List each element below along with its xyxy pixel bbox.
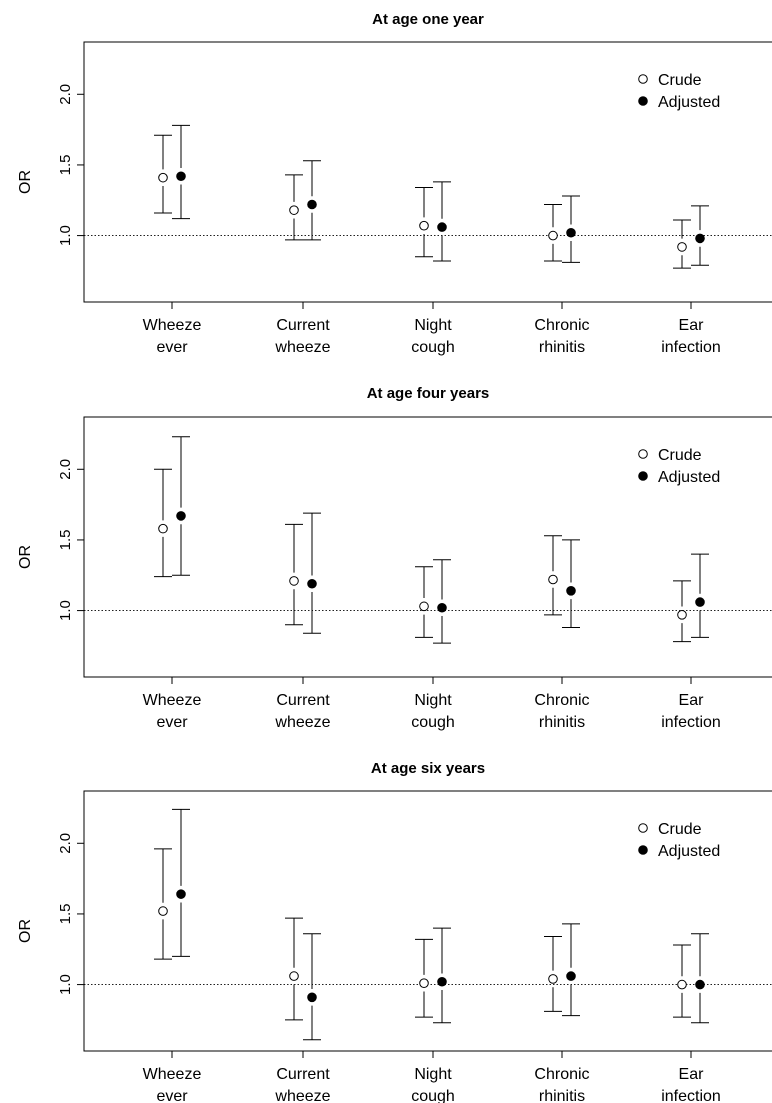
x-tick-label: infection <box>661 1088 721 1103</box>
data-point-crude <box>419 978 429 988</box>
x-tick-label: Chronic <box>534 1066 589 1083</box>
legend-marker-adjusted <box>638 471 648 481</box>
chart-title: At age six years <box>371 760 485 777</box>
y-tick-label: 1.0 <box>57 225 74 246</box>
data-point-adjusted <box>437 222 447 232</box>
y-tick-label: 2.0 <box>57 84 74 105</box>
data-point-crude <box>419 601 429 612</box>
x-tick-label: ever <box>156 714 188 731</box>
data-point-adjusted <box>566 227 576 238</box>
data-point-crude <box>677 610 687 620</box>
data-point-adjusted <box>176 171 186 182</box>
legend-label-crude: Crude <box>658 72 702 89</box>
data-point-adjusted <box>695 597 705 607</box>
x-tick-label: Wheeze <box>143 692 202 709</box>
x-tick-label: Current <box>276 317 330 334</box>
x-tick-label: wheeze <box>274 339 330 356</box>
data-point-adjusted <box>437 602 447 613</box>
legend-marker-crude <box>638 449 648 459</box>
data-point-adjusted <box>695 233 705 244</box>
x-tick-label: Night <box>414 1066 452 1083</box>
plot-frame <box>83 41 772 303</box>
x-tick-label: Wheeze <box>143 1066 202 1083</box>
legend-label-adjusted: Adjusted <box>658 469 720 486</box>
data-point-crude <box>158 523 168 534</box>
x-tick-label: Ear <box>679 692 705 709</box>
x-tick-label: Ear <box>679 1066 705 1083</box>
x-tick-label: Current <box>276 692 330 709</box>
data-point-adjusted <box>566 586 576 596</box>
legend-marker-crude <box>638 74 648 84</box>
data-point-adjusted <box>176 511 186 521</box>
chart-panel-1: At age one year 1.0 1.5 2.0 OR Wheeze ever Curr… <box>17 11 772 356</box>
y-axis-label: OR <box>17 545 34 569</box>
x-tick-label: rhinitis <box>539 1088 585 1103</box>
x-tick-label: Night <box>414 317 452 334</box>
x-tick-label: Ear <box>679 317 705 334</box>
y-axis-label: OR <box>17 170 34 194</box>
plot-frame <box>83 416 772 678</box>
y-tick-label: 1.0 <box>57 600 74 621</box>
data-point-crude <box>158 906 168 916</box>
data-point-crude <box>289 576 299 586</box>
x-tick-label: cough <box>411 339 455 356</box>
x-tick-label: Night <box>414 692 452 709</box>
data-point-adjusted <box>307 992 317 1003</box>
chart-title: At age one year <box>372 11 484 28</box>
y-tick-label: 1.5 <box>57 530 74 551</box>
chart-panel-2: At age four years 1.0 1.5 2.0 OR Wheeze ever Cu… <box>17 385 772 731</box>
x-tick-label: wheeze <box>274 714 330 731</box>
x-tick-label: infection <box>661 339 721 356</box>
data-point-adjusted <box>695 979 705 990</box>
x-tick-label: Chronic <box>534 692 589 709</box>
legend-label-crude: Crude <box>658 447 702 464</box>
data-point-crude <box>548 974 558 984</box>
legend-marker-adjusted <box>638 845 648 855</box>
x-tick-label: wheeze <box>274 1088 330 1103</box>
y-tick-label: 1.5 <box>57 904 74 925</box>
y-tick-label: 1.5 <box>57 155 74 176</box>
data-point-crude <box>289 205 299 215</box>
legend-label-crude: Crude <box>658 821 702 838</box>
chart-title: At age four years <box>367 385 490 402</box>
x-tick-label: Wheeze <box>143 317 202 334</box>
plot-frame <box>83 790 772 1052</box>
data-point-adjusted <box>176 889 186 899</box>
x-tick-label: rhinitis <box>539 339 585 356</box>
data-point-adjusted <box>566 971 576 981</box>
x-tick-label: ever <box>156 339 188 356</box>
y-axis-label: OR <box>17 919 34 943</box>
legend-label-adjusted: Adjusted <box>658 94 720 111</box>
data-point-adjusted <box>437 976 447 987</box>
y-tick-label: 1.0 <box>57 974 74 995</box>
data-point-crude <box>419 220 429 231</box>
legend-label-adjusted: Adjusted <box>658 843 720 860</box>
x-tick-label: infection <box>661 714 721 731</box>
legend-marker-adjusted <box>638 96 648 106</box>
data-point-adjusted <box>307 578 317 589</box>
data-point-crude <box>677 979 687 990</box>
chart-panel-3: At age six years 1.0 1.5 2.0 OR Wheeze ever Cur… <box>17 760 772 1103</box>
x-tick-label: Current <box>276 1066 330 1083</box>
x-tick-label: Chronic <box>534 317 589 334</box>
data-point-crude <box>289 971 299 981</box>
data-point-crude <box>158 172 168 183</box>
y-tick-label: 2.0 <box>57 459 74 480</box>
legend-marker-crude <box>638 823 648 833</box>
x-tick-label: cough <box>411 1088 455 1103</box>
data-point-crude <box>548 230 558 241</box>
x-tick-label: ever <box>156 1088 188 1103</box>
data-point-crude <box>677 242 687 252</box>
x-tick-label: cough <box>411 714 455 731</box>
y-tick-label: 2.0 <box>57 833 74 854</box>
data-point-crude <box>548 574 558 585</box>
data-point-adjusted <box>307 199 317 210</box>
x-tick-label: rhinitis <box>539 714 585 731</box>
